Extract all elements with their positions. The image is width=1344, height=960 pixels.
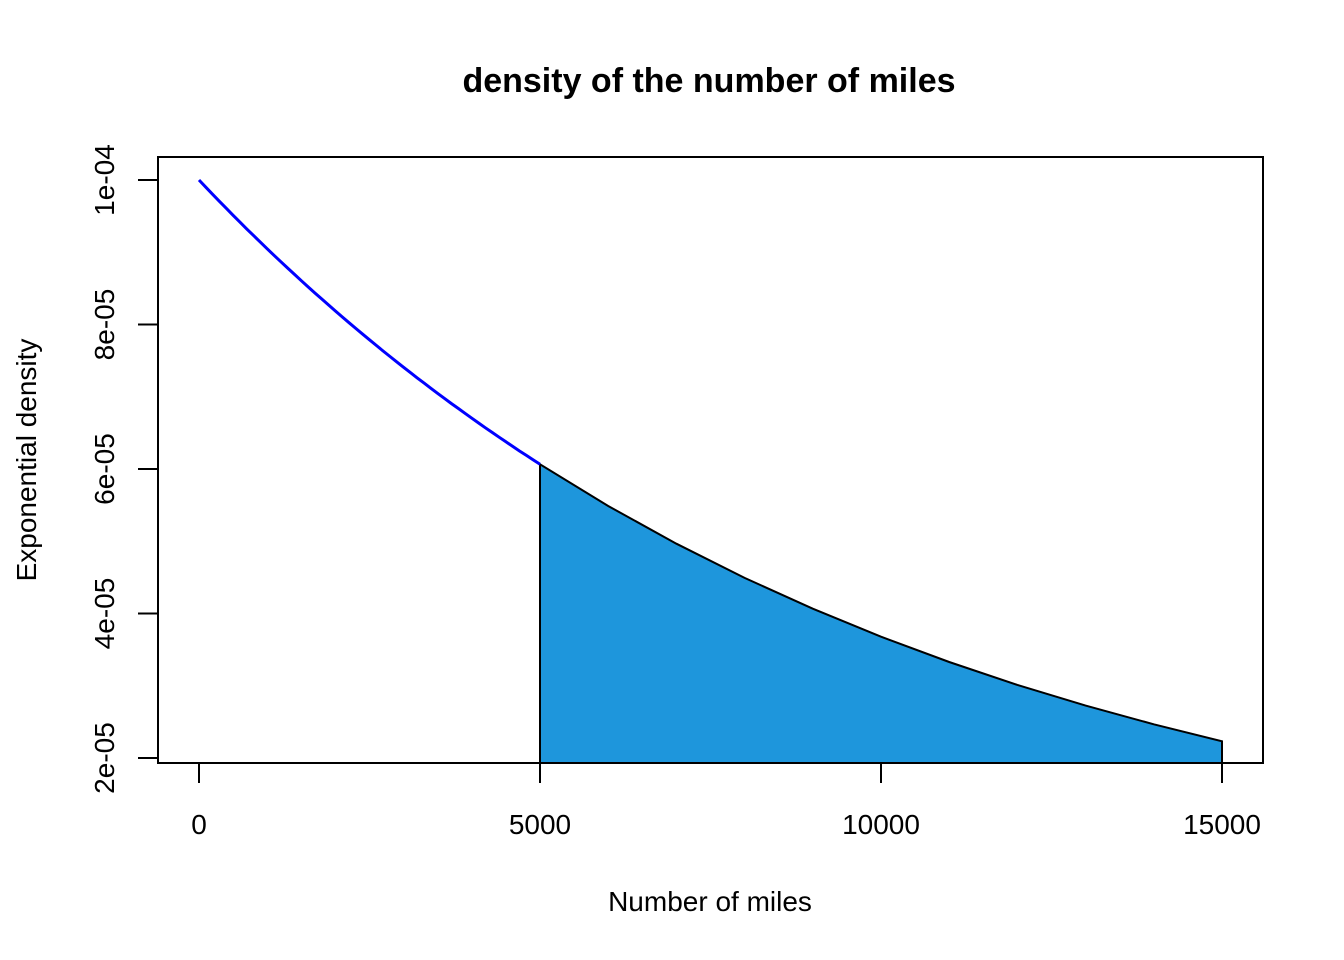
x-axis: 0 5000 10000 15000 bbox=[191, 762, 1261, 840]
x-tick-label: 10000 bbox=[842, 809, 920, 840]
chart-title: density of the number of miles bbox=[462, 62, 955, 100]
y-tick-label: 1e-04 bbox=[89, 144, 120, 216]
y-tick-label: 4e-05 bbox=[89, 578, 120, 650]
shaded-area bbox=[540, 464, 1222, 763]
shaded-region-group bbox=[539, 462, 1223, 763]
shaded-area-outline bbox=[539, 462, 1223, 763]
x-tick-label: 15000 bbox=[1183, 809, 1261, 840]
y-tick-label: 8e-05 bbox=[89, 289, 120, 361]
y-tick-label: 6e-05 bbox=[89, 433, 120, 505]
x-tick-label: 0 bbox=[191, 809, 207, 840]
x-tick-label: 5000 bbox=[509, 809, 571, 840]
density-line bbox=[197, 178, 541, 466]
x-axis-label: Number of miles bbox=[608, 886, 812, 917]
y-tick-label: 2e-05 bbox=[89, 722, 120, 794]
y-axis-label: Exponential density bbox=[11, 339, 42, 582]
density-curve-group bbox=[197, 178, 541, 466]
y-axis: 2e-05 4e-05 6e-05 8e-05 1e-04 bbox=[89, 144, 159, 794]
